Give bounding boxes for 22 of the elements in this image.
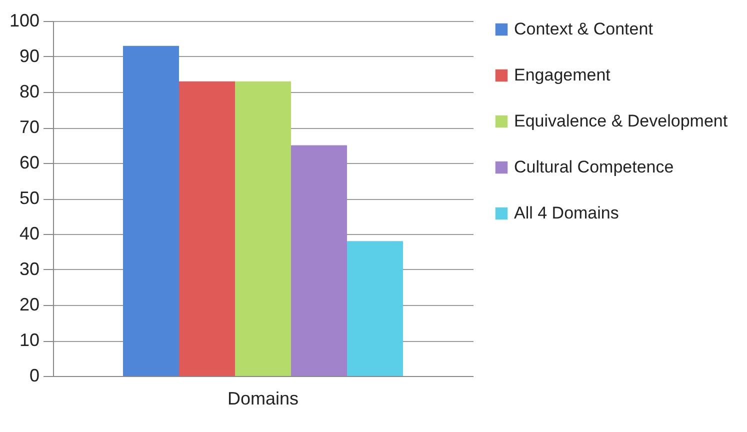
y-tick-label: 20	[19, 294, 40, 314]
y-tick-label: 0	[29, 366, 40, 386]
legend-label: All 4 Domains	[514, 204, 619, 222]
y-tick-label: 50	[19, 188, 40, 208]
bar	[179, 81, 235, 376]
bar	[347, 241, 403, 376]
y-tick-label: 90	[19, 46, 40, 66]
y-tick-label: 60	[19, 152, 40, 172]
bar	[291, 145, 347, 376]
y-tick-label: 80	[19, 82, 40, 102]
y-tick-label: 100	[9, 10, 40, 30]
legend-label: Engagement	[514, 66, 611, 84]
legend-label: Cultural Competence	[514, 158, 674, 176]
bar	[235, 81, 291, 376]
x-tick-label: Domains	[227, 388, 299, 408]
legend-label: Equivalence & Development	[514, 112, 728, 130]
y-tick-label: 10	[19, 330, 40, 350]
y-tick-label: 40	[19, 224, 40, 244]
legend-label: Context & Content	[514, 20, 654, 38]
y-tick-label: 70	[19, 117, 40, 137]
bar	[123, 46, 179, 376]
y-tick-label: 30	[19, 259, 40, 279]
